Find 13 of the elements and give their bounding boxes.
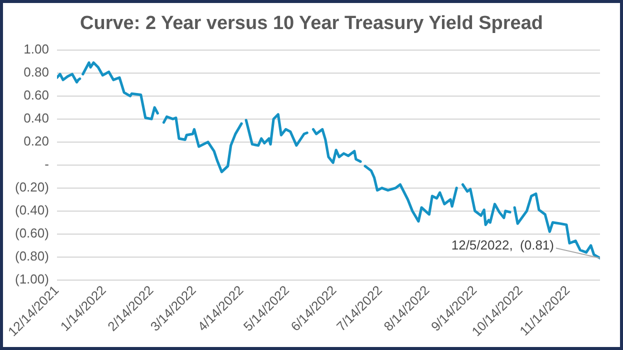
annotation: 12/5/2022, (0.81)	[451, 238, 554, 253]
y-tick-label: 0.20	[24, 134, 49, 149]
y-tick-label: 0.60	[24, 88, 49, 103]
y-tick-label: -	[44, 156, 49, 172]
chart-title: Curve: 2 Year versus 10 Year Treasury Yield Spread	[79, 13, 544, 35]
y-tick-label: 0.40	[24, 110, 49, 126]
y-tick-label: (0.60)	[14, 226, 49, 241]
y-tick-label: (1.00)	[14, 272, 49, 287]
y-tick-label: 1.00	[24, 42, 49, 57]
y-tick-label: (0.80)	[14, 248, 49, 264]
y-tick-label: 0.80	[24, 64, 49, 80]
y-tick-label: (0.40)	[14, 202, 49, 218]
y-tick-label: (0.20)	[14, 180, 49, 195]
